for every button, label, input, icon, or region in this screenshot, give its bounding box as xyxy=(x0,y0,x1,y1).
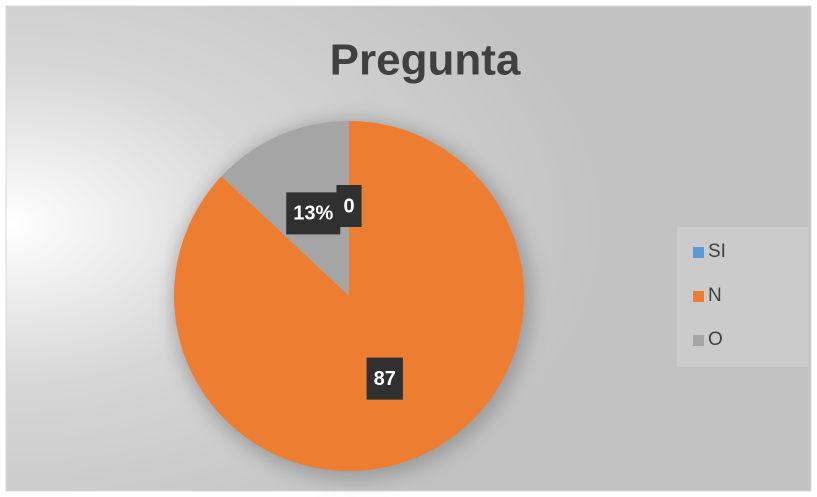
data-label-box xyxy=(336,185,362,227)
pie-slice xyxy=(221,121,349,296)
data-label-group: 13% xyxy=(286,192,341,235)
legend-swatch xyxy=(693,291,704,302)
data-label: 0 xyxy=(343,195,354,217)
legend-swatch xyxy=(693,247,704,258)
data-label-group: 0 xyxy=(336,185,362,227)
data-label-box xyxy=(366,357,403,400)
legend-label: N xyxy=(708,285,722,306)
data-label: 87 xyxy=(374,368,396,390)
legend-swatch xyxy=(693,335,704,346)
data-label-group: 87 xyxy=(366,357,403,400)
legend-label: O xyxy=(708,329,723,350)
data-label: 13% xyxy=(293,203,333,225)
data-label-box xyxy=(286,192,341,235)
legend-label: SI xyxy=(708,241,726,262)
chart-title: Pregunta xyxy=(330,36,521,85)
